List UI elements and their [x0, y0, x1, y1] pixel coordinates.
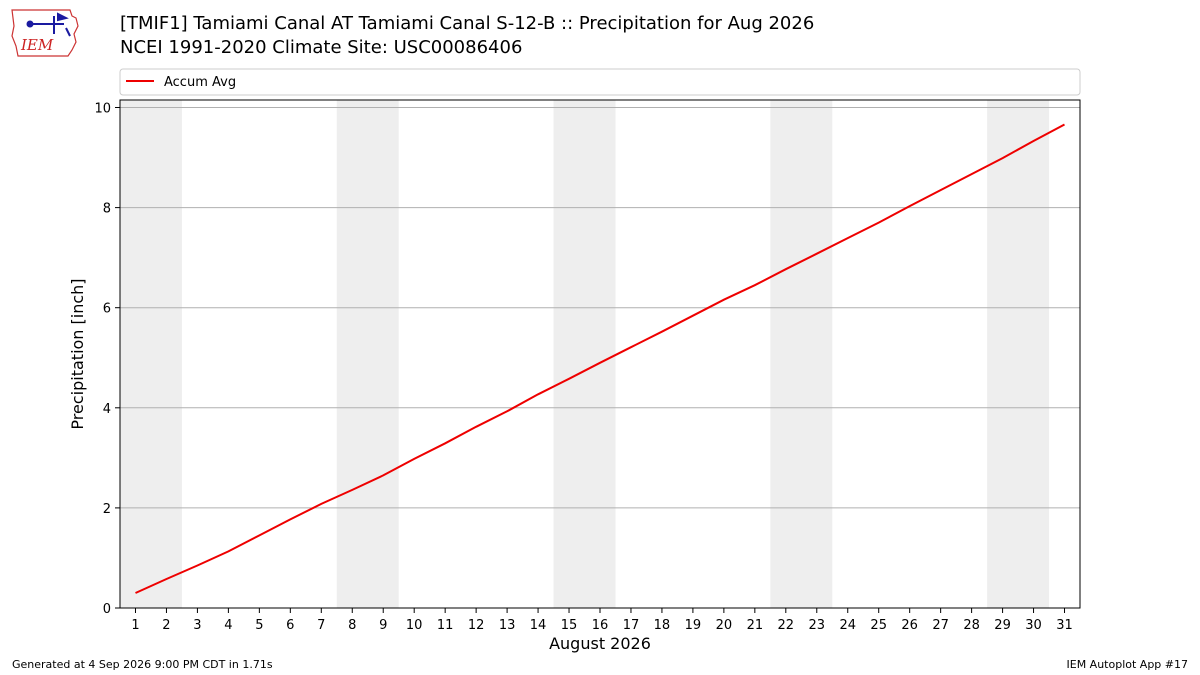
app-credit: IEM Autoplot App #17	[1066, 658, 1189, 671]
x-tick-label-22: 22	[778, 618, 795, 633]
x-tick-label-23: 23	[809, 618, 826, 633]
x-tick-label-20: 20	[716, 618, 733, 633]
weekend-band-5	[987, 100, 1050, 608]
x-tick-label-25: 25	[870, 618, 887, 633]
x-tick-label-31: 31	[1056, 618, 1073, 633]
x-tick-label-12: 12	[468, 618, 485, 633]
legend-label-accum-avg: Accum Avg	[164, 75, 236, 90]
x-axis-ticks: 1 2 3 4 5 6 7 8 9 10 11 12 13 14 15 16 17 18 19 20 21 22 23 24 2…	[131, 608, 1073, 633]
x-tick-label-28: 28	[963, 618, 980, 633]
y-tick-label-2: 2	[103, 502, 111, 517]
x-tick-label-30: 30	[1025, 618, 1042, 633]
y-axis-ticks: 0 2 4 6 8 10	[94, 102, 120, 617]
logo-text: IEM	[20, 36, 54, 54]
x-tick-label-24: 24	[839, 618, 856, 633]
weekend-band-3	[553, 100, 616, 608]
weekend-shading	[120, 100, 1050, 608]
weekend-band-4	[770, 100, 833, 608]
x-tick-label-3: 3	[193, 618, 201, 633]
x-tick-label-29: 29	[994, 618, 1011, 633]
x-tick-label-19: 19	[685, 618, 702, 633]
x-tick-label-10: 10	[406, 618, 423, 633]
x-tick-label-1: 1	[131, 618, 139, 633]
iem-logo: IEM	[11, 9, 79, 57]
legend-box	[119, 68, 1081, 96]
y-tick-label-4: 4	[103, 402, 111, 417]
y-axis-label: Precipitation [inch]	[68, 278, 87, 429]
generated-timestamp: Generated at 4 Sep 2026 9:00 PM CDT in 1…	[12, 658, 273, 671]
x-tick-label-13: 13	[499, 618, 516, 633]
x-tick-label-15: 15	[561, 618, 578, 633]
x-tick-label-8: 8	[348, 618, 356, 633]
chart-title: [TMIF1] Tamiami Canal AT Tamiami Canal S…	[120, 13, 815, 34]
x-tick-label-2: 2	[162, 618, 170, 633]
chart-subtitle: NCEI 1991-2020 Climate Site: USC00086406	[120, 37, 523, 58]
x-tick-label-21: 21	[747, 618, 764, 633]
x-tick-label-7: 7	[317, 618, 325, 633]
x-tick-label-16: 16	[592, 618, 609, 633]
x-tick-label-27: 27	[932, 618, 949, 633]
x-tick-label-14: 14	[530, 618, 547, 633]
weekend-band-1	[120, 100, 182, 608]
weather-station-icon	[26, 12, 71, 37]
weekend-band-2	[336, 100, 399, 608]
x-tick-label-18: 18	[654, 618, 671, 633]
y-grid-lines	[120, 107, 1080, 509]
y-tick-label-6: 6	[103, 302, 111, 317]
y-tick-label-0: 0	[103, 602, 111, 617]
x-tick-label-5: 5	[255, 618, 263, 633]
series-lines	[135, 123, 1065, 594]
y-tick-label-8: 8	[103, 202, 111, 217]
x-tick-label-11: 11	[437, 618, 454, 633]
x-tick-label-9: 9	[379, 618, 387, 633]
iowa-state-outline	[11, 9, 79, 57]
x-axis-label: August 2026	[549, 634, 651, 653]
x-tick-label-6: 6	[286, 618, 294, 633]
x-tick-label-17: 17	[623, 618, 640, 633]
x-tick-label-4: 4	[224, 618, 232, 633]
legend: Accum Avg	[119, 68, 1081, 96]
y-tick-label-10: 10	[94, 102, 111, 117]
series-line-1	[135, 123, 1065, 594]
x-tick-label-26: 26	[901, 618, 918, 633]
